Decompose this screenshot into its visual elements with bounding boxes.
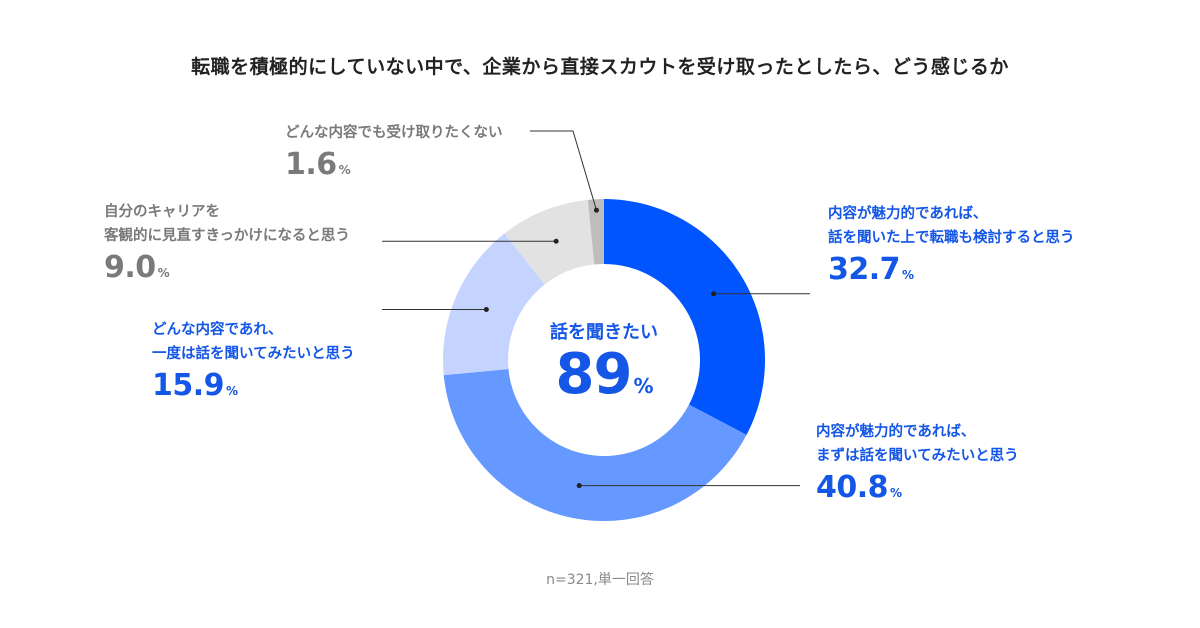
label-slice-2-line-2: まずは話を聞いてみたいと思う xyxy=(816,448,1019,464)
donut-slice-2 xyxy=(443,369,747,521)
label-slice-3-line-2: 一度は話を聞いてみたいと思う xyxy=(152,346,355,362)
sample-note: n=321,単一回答 xyxy=(546,572,654,588)
leader-dot-1 xyxy=(711,291,717,297)
label-slice-5-line-1: どんな内容でも受け取りたくない xyxy=(285,125,503,141)
donut-slice-4 xyxy=(504,199,595,285)
leader-dot-2 xyxy=(576,483,582,489)
label-slice-3-line-1: どんな内容であれ、 xyxy=(152,322,283,338)
label-slice-2: 内容が魅力的であれば、 まずは話を聞いてみたいと思う 40.8% xyxy=(816,420,1019,513)
leader-dot-4 xyxy=(553,238,559,244)
donut-slice-1 xyxy=(604,199,765,435)
center-value: 89% xyxy=(504,342,704,407)
center-value-number: 89 xyxy=(555,342,633,407)
label-slice-4: 自分のキャリアを 客観的に見直すきっかけになると思う 9.0% xyxy=(104,200,350,293)
label-slice-5-value: 1.6% xyxy=(285,147,351,182)
label-slice-1-line-1: 内容が魅力的であれば、 xyxy=(828,206,988,222)
leader-line-5 xyxy=(530,130,597,211)
label-slice-4-value: 9.0% xyxy=(104,250,170,285)
label-slice-2-value: 40.8% xyxy=(816,470,902,505)
label-slice-1: 内容が魅力的であれば、 話を聞いた上で転職も検討すると思う 32.7% xyxy=(828,202,1075,295)
center-value-unit: % xyxy=(633,374,653,398)
donut-slice-3 xyxy=(443,233,545,376)
label-slice-4-line-2: 客観的に見直すきっかけになると思う xyxy=(104,228,350,244)
label-slice-2-line-1: 内容が魅力的であれば、 xyxy=(816,424,976,440)
label-slice-5: どんな内容でも受け取りたくない 1.6% xyxy=(285,121,503,190)
label-slice-4-line-1: 自分のキャリアを xyxy=(104,204,220,220)
label-slice-3: どんな内容であれ、 一度は話を聞いてみたいと思う 15.9% xyxy=(152,318,355,411)
label-slice-1-value: 32.7% xyxy=(828,252,914,287)
center-caption: 話を聞きたい xyxy=(550,322,658,343)
leader-dot-3 xyxy=(483,307,489,313)
label-slice-3-value: 15.9% xyxy=(152,368,238,403)
leader-dot-5 xyxy=(593,207,599,213)
chart-title: 転職を積極的にしていない中で、企業から直接スカウトを受け取ったとしたら、どう感じ… xyxy=(191,56,1009,78)
donut-slice-5 xyxy=(587,199,604,265)
label-slice-1-line-2: 話を聞いた上で転職も検討すると思う xyxy=(828,230,1075,246)
